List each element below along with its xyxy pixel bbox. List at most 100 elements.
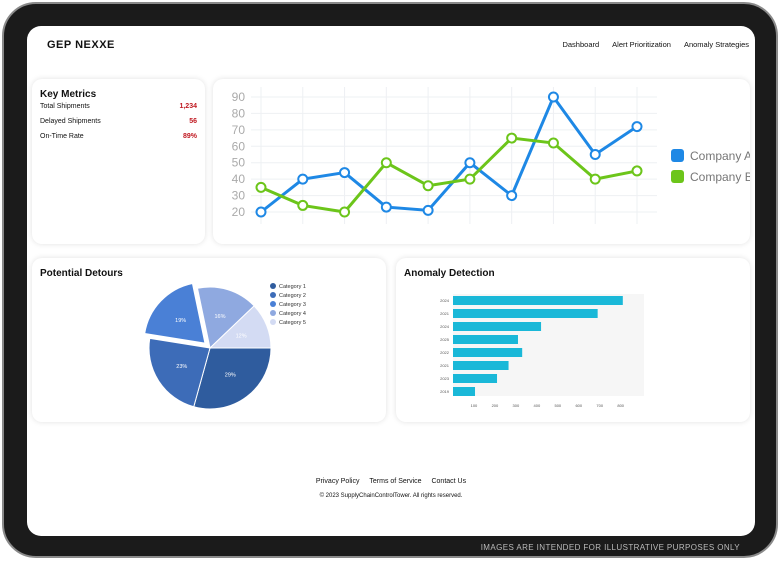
x-tick-label: 400 [534,403,541,408]
pie-slice [208,305,272,349]
slice-label: 23% [176,364,187,370]
metric-total-shipments: Total Shipments 1,234 [40,103,197,110]
bar [453,335,518,344]
slice-label: 12% [236,334,247,340]
series-line [260,136,638,214]
x-tick-label: 200 [492,403,499,408]
bar [453,309,598,318]
slice-label: 19% [175,318,186,324]
y-tick-label: 80 [232,106,246,120]
legend-swatch [270,283,276,289]
metric-value: 89% [182,133,197,140]
metric-value: 1,234 [179,103,197,110]
x-tick-label: 500 [554,403,561,408]
series-line [260,93,638,214]
data-point [506,132,518,144]
data-point [589,149,601,160]
pie-slice [196,286,255,349]
bar [453,387,476,396]
bar [453,361,509,370]
x-tick-label: 800 [617,403,624,408]
y-tick-label: 2021 [440,363,450,368]
data-point [631,165,643,177]
metric-label: Delayed Shipments [40,118,101,125]
bar [453,322,542,331]
slice-label: 29% [225,373,236,379]
x-tick-label: 100 [471,403,478,408]
y-tick-label: 2021 [440,311,450,316]
metric-delayed-shipments: Delayed Shipments 56 [40,118,197,125]
anomaly-title: Anomaly Detection [404,268,495,279]
legend-swatch [270,310,276,316]
x-tick-label: 700 [596,403,603,408]
line-chart-card: 20 30 40 50 60 70 80 90 Company A Company B [213,79,753,244]
header: GEP NEXXE Dashboard Alert Prioritization… [27,26,755,66]
footer-contact[interactable]: Contact Us [431,478,467,485]
y-tick-label: 2022 [440,350,450,355]
slice-label: 16% [214,314,225,320]
bar [453,296,623,305]
legend-label: Category 4 [279,311,306,317]
anomaly-detection-card: Anomaly Detection 2024 2021 2024 2025 2022 20… [396,258,750,422]
nav-dashboard[interactable]: Dashboard [562,40,600,49]
metric-on-time-rate: On-Time Rate 89% [40,133,197,140]
y-tick-label: 2025 [440,337,450,342]
data-point [506,190,518,202]
data-point [422,180,434,192]
nav: Dashboard Alert Prioritization Anomaly S… [562,40,749,49]
data-point [297,199,309,211]
y-tick-label: 60 [232,139,246,153]
y-tick-label: 2019 [440,389,450,394]
y-tick-label: 50 [232,156,246,170]
line-chart: 20 30 40 50 60 70 80 90 Company A Company B [232,87,753,224]
data-point [631,121,643,133]
pie-chart: 29% 23% 19% 16% 12% Category 1 Category 2 Categ… [144,282,306,410]
data-point [464,173,476,185]
legend-swatch [671,149,684,162]
y-tick-label: 20 [232,205,246,219]
legend-swatch [671,170,684,183]
y-tick-label: 2024 [440,298,450,303]
y-tick-label: 90 [232,90,246,104]
logo: GEP NEXXE [47,39,115,51]
metric-label: On-Time Rate [40,133,84,140]
data-point [297,173,309,185]
legend-label: Category 5 [279,320,306,326]
data-point [464,157,476,169]
data-point [589,173,601,185]
x-tick-label: 600 [575,403,582,408]
legend-swatch [270,319,276,325]
data-point [339,206,351,218]
y-tick-label: 2023 [440,376,450,381]
data-point [255,181,267,193]
key-metrics-title: Key Metrics [40,89,97,100]
footer-terms[interactable]: Terms of Service [369,478,422,485]
potential-detours-card: Potential Detours 29% 23% 19% 16% 12% Categor… [32,258,386,422]
data-point [255,206,267,218]
data-point [339,167,351,179]
legend-swatch [270,292,276,298]
pie-slice [144,282,206,344]
bar [453,374,498,383]
footer-privacy[interactable]: Privacy Policy [315,478,360,485]
detours-title: Potential Detours [40,268,123,279]
data-point [380,157,392,169]
data-point [422,204,434,216]
legend-label: Category 2 [279,293,306,299]
bar-chart: 2024 2021 2024 2025 2022 2021 2023 2019 100 200 30… [440,294,644,408]
legend-swatch [270,301,276,307]
bar [453,348,523,357]
legend-label: Category 1 [279,284,306,290]
footer-links: Privacy Policy Terms of Service Contact … [27,478,755,485]
data-point [380,201,392,213]
watermark: IMAGES ARE INTENDED FOR ILLUSTRATIVE PUR… [480,543,740,552]
nav-alert-prioritization[interactable]: Alert Prioritization [612,40,671,49]
legend-label: Company A [690,149,750,163]
pie-slice [193,347,272,410]
y-tick-label: 40 [232,172,246,186]
key-metrics-card: Key Metrics Total Shipments 1,234 Delayed… [32,79,205,244]
y-tick-label: 2024 [440,324,450,329]
nav-anomaly-strategies[interactable]: Anomaly Strategies [683,40,749,49]
x-tick-label: 300 [513,403,520,408]
screen: GEP NEXXE Dashboard Alert Prioritization… [27,26,755,536]
